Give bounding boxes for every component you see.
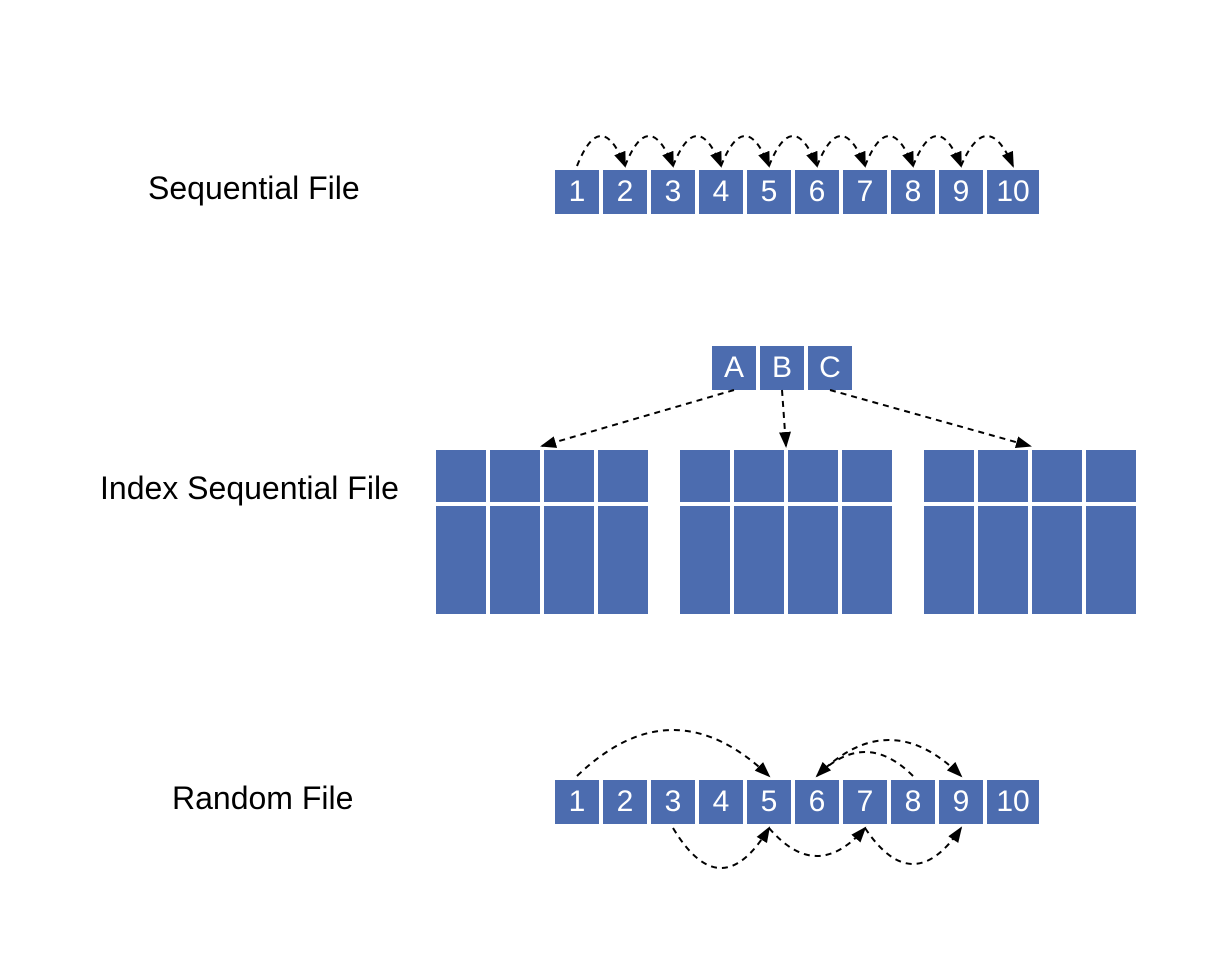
- cell: 10: [987, 780, 1039, 824]
- block-top-cell: [842, 450, 892, 502]
- cell: 5: [747, 780, 791, 824]
- index-cell: C: [808, 346, 852, 390]
- cell: 8: [891, 170, 935, 214]
- block-bottom-cell: [978, 506, 1028, 614]
- block-bottom-cell: [1032, 506, 1082, 614]
- index-cell: B: [760, 346, 804, 390]
- block-top-cell: [598, 450, 648, 502]
- diagram-canvas: Sequential File 12345678910 Index Sequen…: [0, 0, 1225, 980]
- random-label: Random File: [172, 780, 353, 817]
- cell: 1: [555, 170, 599, 214]
- cell: 5: [747, 170, 791, 214]
- index-row: ABC: [712, 346, 852, 390]
- block-top-cell: [788, 450, 838, 502]
- cell: 3: [651, 170, 695, 214]
- cell: 4: [699, 170, 743, 214]
- index-cell: A: [712, 346, 756, 390]
- cell: 1: [555, 780, 599, 824]
- cell: 6: [795, 780, 839, 824]
- cell: 4: [699, 780, 743, 824]
- block-top-cell: [436, 450, 486, 502]
- block-bottom-cell: [788, 506, 838, 614]
- data-block: [436, 450, 648, 614]
- block-bottom-cell: [734, 506, 784, 614]
- cell: 3: [651, 780, 695, 824]
- block-top-cell: [978, 450, 1028, 502]
- cell: 10: [987, 170, 1039, 214]
- cell: 2: [603, 780, 647, 824]
- random-strip: 12345678910: [555, 780, 1039, 824]
- cell: 6: [795, 170, 839, 214]
- sequential-label: Sequential File: [148, 170, 360, 207]
- block-bottom-cell: [924, 506, 974, 614]
- block-bottom-cell: [544, 506, 594, 614]
- block-top-cell: [924, 450, 974, 502]
- sequential-strip: 12345678910: [555, 170, 1039, 214]
- cell: 8: [891, 780, 935, 824]
- block-bottom-cell: [490, 506, 540, 614]
- cell: 2: [603, 170, 647, 214]
- block-group: [436, 450, 1136, 614]
- cell: 7: [843, 170, 887, 214]
- cell: 9: [939, 170, 983, 214]
- block-top-cell: [680, 450, 730, 502]
- data-block: [924, 450, 1136, 614]
- block-top-cell: [1032, 450, 1082, 502]
- block-bottom-cell: [842, 506, 892, 614]
- block-top-cell: [734, 450, 784, 502]
- data-block: [680, 450, 892, 614]
- block-top-cell: [544, 450, 594, 502]
- block-top-cell: [1086, 450, 1136, 502]
- block-bottom-cell: [436, 506, 486, 614]
- index-sequential-label: Index Sequential File: [100, 470, 399, 507]
- block-bottom-cell: [1086, 506, 1136, 614]
- block-bottom-cell: [680, 506, 730, 614]
- block-bottom-cell: [598, 506, 648, 614]
- block-top-cell: [490, 450, 540, 502]
- cell: 9: [939, 780, 983, 824]
- cell: 7: [843, 780, 887, 824]
